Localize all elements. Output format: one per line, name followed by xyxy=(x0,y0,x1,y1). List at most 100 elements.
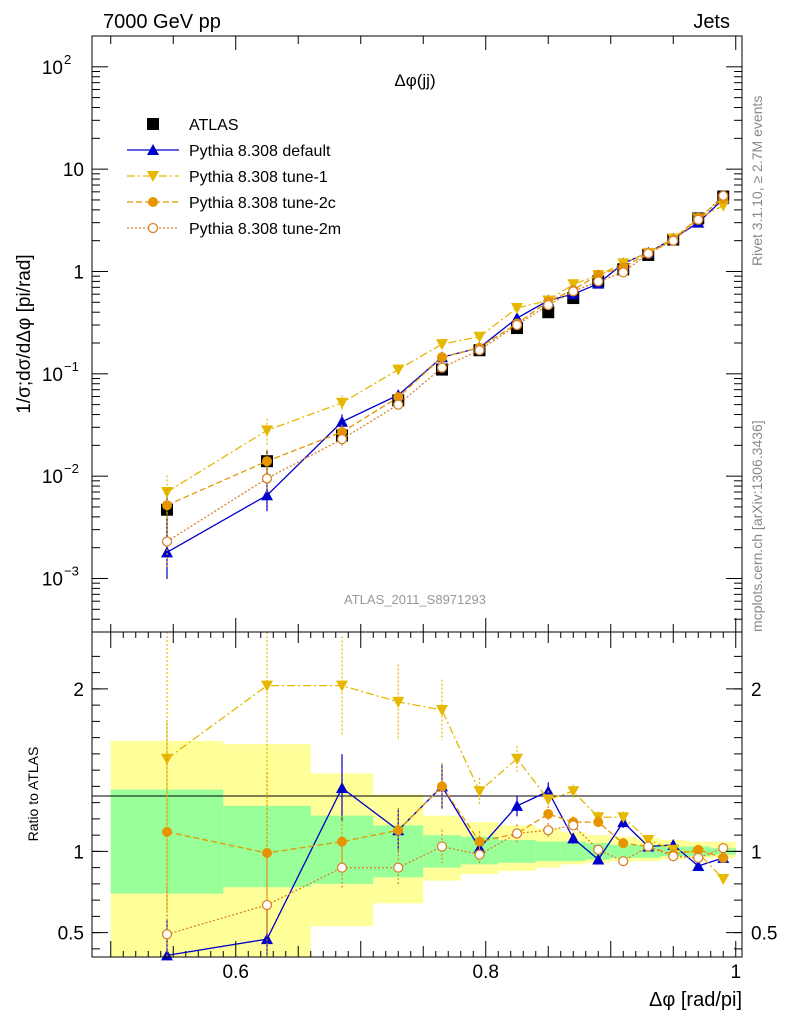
main-point-pythia-8-308-tune-2m xyxy=(161,536,173,547)
main-point-pythia-8-308-tune-2m xyxy=(593,276,604,287)
main-point-pythia-8-308-default xyxy=(161,546,173,558)
ratio-point-pythia-8-308-tune-2c xyxy=(337,836,347,847)
main-point-pythia-8-308-tune-1 xyxy=(392,364,405,376)
ratio-y-tick-label: 2 xyxy=(73,680,84,701)
main-point-pythia-8-308-tune-2m xyxy=(436,362,448,373)
main-point-pythia-8-308-tune-1 xyxy=(511,302,523,314)
ratio-plot-frame xyxy=(91,631,743,958)
ratio-y-tick-label-right: 1 xyxy=(751,842,762,863)
ratio-point-pythia-8-308-default xyxy=(592,853,605,865)
y-tick-exponent: −1 xyxy=(64,359,79,374)
y-tick-label: 10 xyxy=(42,58,63,79)
main-point-pythia-8-308-tune-2m xyxy=(543,299,554,311)
main-plot: Δφ(jj) ATLAS_2011_S8971293 10 −310 −210 −11… xyxy=(14,35,743,633)
legend-label: Pythia 8.308 tune-2m xyxy=(189,221,341,238)
main-line-pythia-8-308-tune-2c xyxy=(166,198,724,506)
ratio-point-pythia-8-308-default xyxy=(542,785,555,797)
ratio-point-pythia-8-308-tune-2m xyxy=(618,855,629,867)
y-tick-exponent: 2 xyxy=(64,52,71,67)
main-point-pythia-8-308-tune-2m xyxy=(693,214,704,225)
main-point-pythia-8-308-tune-2m xyxy=(336,433,348,445)
main-point-pythia-8-308-tune-2m xyxy=(568,286,579,297)
ratio-point-pythia-8-308-tune-2c xyxy=(718,852,729,863)
ratio-point-pythia-8-308-tune-2m xyxy=(718,842,729,854)
ratio-plot: 0.5 0.5 1 1 2 2 0.6 0.8 1 Ratio to ATLAS Δφ [rad… xyxy=(25,631,777,1011)
main-point-pythia-8-308-tune-2m xyxy=(393,399,404,410)
ratio-point-pythia-8-308-tune-2m xyxy=(668,851,679,862)
main-point-pythia-8-308-tune-1 xyxy=(567,279,580,291)
ratio-point-pythia-8-308-default xyxy=(336,782,348,793)
y-tick-label: 10 xyxy=(42,365,63,386)
ratio-point-pythia-8-308-tune-2c xyxy=(543,809,554,819)
main-point-pythia-8-308-tune-1 xyxy=(336,397,348,409)
ratio-point-pythia-8-308-tune-1 xyxy=(717,874,730,885)
plot-title: Δφ(jj) xyxy=(394,71,435,90)
main-point-pythia-8-308-tune-2c xyxy=(393,392,404,403)
header-left: 7000 GeV pp xyxy=(103,11,221,33)
ratio-point-pythia-8-308-default xyxy=(692,860,705,871)
uncertainty-band-green xyxy=(610,844,636,858)
ratio-point-pythia-8-308-tune-1 xyxy=(392,696,405,708)
main-point-pythia-8-308-default xyxy=(336,415,348,427)
rivet-label: Rivet 3.1.10, ≥ 2.7M events xyxy=(749,96,765,266)
main-point-pythia-8-308-tune-1 xyxy=(161,487,173,499)
legend-marker xyxy=(147,222,159,234)
legend-label: Pythia 8.308 tune-1 xyxy=(189,169,328,186)
main-point-pythia-8-308-tune-2m xyxy=(718,190,729,201)
main-point-pythia-8-308-tune-2c xyxy=(162,500,172,511)
ratio-point-pythia-8-308-tune-1 xyxy=(436,705,448,716)
main-point-pythia-8-308-tune-1 xyxy=(436,339,448,351)
x-tick-label: 1 xyxy=(730,962,741,983)
uncertainty-band-green xyxy=(560,841,586,862)
legend-label: Pythia 8.308 tune-2c xyxy=(189,195,336,212)
x-tick-label: 0.6 xyxy=(223,962,249,983)
main-point-pythia-8-308-tune-2m xyxy=(511,319,523,331)
ratio-point-pythia-8-308-tune-2m xyxy=(543,825,554,836)
watermark: ATLAS_2011_S8971293 xyxy=(344,592,486,607)
ratio-point-pythia-8-308-tune-2m xyxy=(643,841,654,852)
main-point-pythia-8-308-tune-2c xyxy=(262,456,272,467)
ratio-point-pythia-8-308-tune-1 xyxy=(617,812,630,824)
main-point-pythia-8-308-tune-1 xyxy=(261,425,273,437)
main-line-pythia-8-308-tune-1 xyxy=(166,205,724,493)
main-point-pythia-8-308-tune-2c xyxy=(437,352,447,363)
legend-label: ATLAS xyxy=(189,117,239,134)
y-tick-exponent: −3 xyxy=(64,563,79,578)
ratio-point-pythia-8-308-tune-2m xyxy=(693,852,704,864)
header-right: Jets xyxy=(693,11,730,33)
ratio-y-tick-label: 1 xyxy=(73,842,84,863)
ratio-point-pythia-8-308-tune-2c xyxy=(162,826,172,837)
ratio-point-pythia-8-308-tune-2c xyxy=(593,817,604,828)
ratio-point-pythia-8-308-tune-2m xyxy=(261,899,273,911)
ratio-point-pythia-8-308-tune-2m xyxy=(474,849,485,860)
ratio-point-pythia-8-308-tune-1 xyxy=(567,786,580,798)
mcplots-label: mcplots.cern.ch [arXiv:1306.3436] xyxy=(749,420,765,632)
main-point-pythia-8-308-default xyxy=(261,489,273,501)
main-point-pythia-8-308-tune-2m xyxy=(618,267,629,278)
ratio-point-pythia-8-308-default xyxy=(567,832,580,844)
legend-marker xyxy=(148,197,158,207)
ratio-point-pythia-8-308-tune-2m xyxy=(336,862,348,873)
main-point-pythia-8-308-tune-2m xyxy=(668,235,679,246)
ratio-y-axis-label: Ratio to ATLAS xyxy=(25,747,41,842)
uncertainty-band-green xyxy=(498,840,536,863)
ratio-point-pythia-8-308-tune-2c xyxy=(693,844,704,855)
main-point-pythia-8-308-tune-2m xyxy=(643,248,654,259)
ratio-point-pythia-8-308-tune-1 xyxy=(336,680,348,692)
y-tick-label: 10 xyxy=(42,569,63,590)
main-point-pythia-8-308-tune-2m xyxy=(474,345,485,356)
y-axis-label: 1/σ;dσ/dΔφ [pi/rad] xyxy=(14,254,35,413)
y-tick-exponent: −2 xyxy=(64,461,79,476)
uncertainty-band-green xyxy=(535,841,561,862)
ratio-point-pythia-8-308-tune-2c xyxy=(393,825,404,836)
ratio-point-pythia-8-308-tune-2c xyxy=(437,781,447,792)
ratio-point-pythia-8-308-tune-2m xyxy=(436,841,448,852)
ratio-point-pythia-8-308-tune-1 xyxy=(511,753,523,765)
main-line-pythia-8-308-default xyxy=(166,198,724,553)
y-tick-label: 1 xyxy=(73,262,84,283)
main-point-pythia-8-308-tune-1 xyxy=(473,331,486,343)
ratio-point-pythia-8-308-tune-1 xyxy=(642,835,655,846)
ratio-point-pythia-8-308-tune-2c xyxy=(618,838,629,849)
ratio-point-pythia-8-308-tune-2m xyxy=(393,862,404,873)
